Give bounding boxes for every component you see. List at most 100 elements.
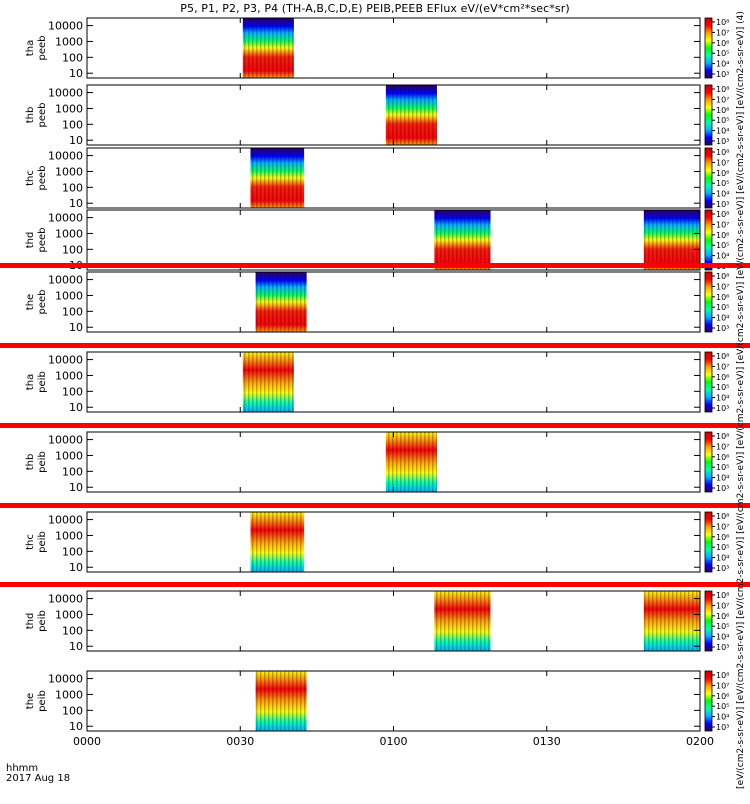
colorbar-tick-label: 10⁶ [716,453,729,462]
panel-frame [86,511,701,573]
x-axis-label-unit: hhmm [6,763,39,774]
colorbar-tick-label: 10⁷ [716,681,729,690]
y-tick-label: 1000 [55,449,83,462]
colorbar-tick-label: 10⁵ [716,543,729,552]
spectrogram-texture [385,432,437,492]
colorbar-tick-label: 10⁶ [716,293,729,302]
colorbar-tick-label: 10⁷ [716,522,729,531]
y-tick-label: 1000 [55,289,83,302]
spectrogram-texture [255,671,307,731]
y-tick-label: 10000 [48,20,83,33]
x-tick-label: 0030 [226,735,254,748]
spectrogram-texture [255,272,307,332]
x-axis-label: hhmm 2017 Aug 18 [6,764,70,784]
colorbar [704,431,713,493]
colorbar-tick-label: 10⁷ [716,442,729,451]
y-tick-label: 100 [62,465,83,478]
y-tick-label: 1000 [55,688,83,701]
y-tick-label: 100 [62,305,83,318]
status-bar [0,263,750,268]
colorbar-tick-label: 10⁵ [716,179,729,188]
colorbar-tick-label: 10⁸ [716,512,729,521]
colorbar-tick-label: 10⁷ [716,28,729,37]
colorbar-tick-label: 10⁸ [716,148,729,157]
colorbar [704,271,713,333]
panel-frame [86,209,701,271]
y-tick-label: 10000 [48,593,83,606]
y-tick-label: 10000 [48,354,83,367]
y-tick-label: 10 [69,640,83,653]
y-tick-label: 10 [69,561,83,574]
colorbar [704,84,713,146]
colorbar [704,670,713,732]
colorbar-tick-label: 10³ [716,564,729,573]
y-tick-label: 1000 [55,369,83,382]
colorbar-tick-label: 10⁷ [716,362,729,371]
y-tick-label: 10000 [48,434,83,447]
status-bar [0,503,750,508]
y-tick-label: 1000 [55,529,83,542]
colorbar-tick-label: 10⁸ [716,591,729,600]
y-tick-label: 10000 [48,212,83,225]
colorbar-tick-label: 10⁴ [716,127,729,136]
colorbar-tick-label: 10⁴ [716,633,729,642]
panel-ylabel-probe: thc [25,534,36,550]
panel-ylabel-product: peib [37,451,48,473]
y-tick-label: 100 [62,545,83,558]
colorbar-units-label: [eV/(cm2-s-sr-eV)] [eV/(cm2-s-sr-eV)] [e… [736,11,746,789]
colorbar-tick-label: 10³ [716,404,729,413]
y-tick-label: 10 [69,197,83,210]
spectrogram-texture [643,591,700,651]
y-tick-label: 1000 [55,227,83,240]
colorbar [704,209,713,271]
colorbar [704,147,713,209]
y-tick-label: 10 [69,401,83,414]
spectrogram-texture [242,352,294,412]
colorbar-tick-label: 10⁵ [716,463,729,472]
panel-ylabel-product: peeb [37,103,48,128]
y-tick-label: 100 [62,181,83,194]
panel-ylabel-product: peeb [37,228,48,253]
y-tick-label: 1000 [55,608,83,621]
chart-title: P5, P1, P2, P3, P4 (TH-A,B,C,D,E) PEIB,P… [180,2,570,15]
colorbar-tick-label: 10⁴ [716,474,729,483]
panel-ylabel-product: peeb [37,166,48,191]
colorbar-tick-label: 10⁷ [716,95,729,104]
y-tick-label: 10000 [48,274,83,287]
colorbar-tick-label: 10⁷ [716,282,729,291]
colorbar-tick-label: 10⁴ [716,314,729,323]
panel-frame [86,17,701,79]
y-tick-label: 10 [69,67,83,80]
colorbar-tick-label: 10³ [716,200,729,209]
panel-frame [86,670,701,732]
panel-ylabel-product: peib [37,531,48,553]
colorbar-tick-label: 10⁵ [716,116,729,125]
colorbar-tick-label: 10⁵ [716,702,729,711]
y-tick-label: 100 [62,51,83,64]
colorbar [704,351,713,413]
colorbar-tick-label: 10⁸ [716,352,729,361]
panel-ylabel-product: peeb [37,36,48,61]
colorbar-tick-label: 10³ [716,324,729,333]
colorbar-tick-label: 10⁶ [716,231,729,240]
status-bar [0,582,750,587]
colorbar-tick-label: 10⁷ [716,158,729,167]
y-tick-label: 10 [69,720,83,733]
y-tick-label: 100 [62,624,83,637]
colorbar-tick-label: 10⁴ [716,60,729,69]
colorbar-tick-label: 10³ [716,484,729,493]
y-tick-label: 10 [69,134,83,147]
x-tick-label: 0200 [686,735,714,748]
spectrogram-texture [242,18,294,78]
panel-frame [86,590,701,652]
panel-ylabel-product: peeb [37,290,48,315]
panel-ylabel-product: peib [37,371,48,393]
y-tick-label: 10000 [48,87,83,100]
y-tick-label: 1000 [55,102,83,115]
x-axis-label-date: 2017 Aug 18 [6,773,71,784]
colorbar-tick-label: 10⁷ [716,601,729,610]
x-tick-label: 0130 [533,735,561,748]
colorbar-tick-label: 10⁴ [716,190,729,199]
